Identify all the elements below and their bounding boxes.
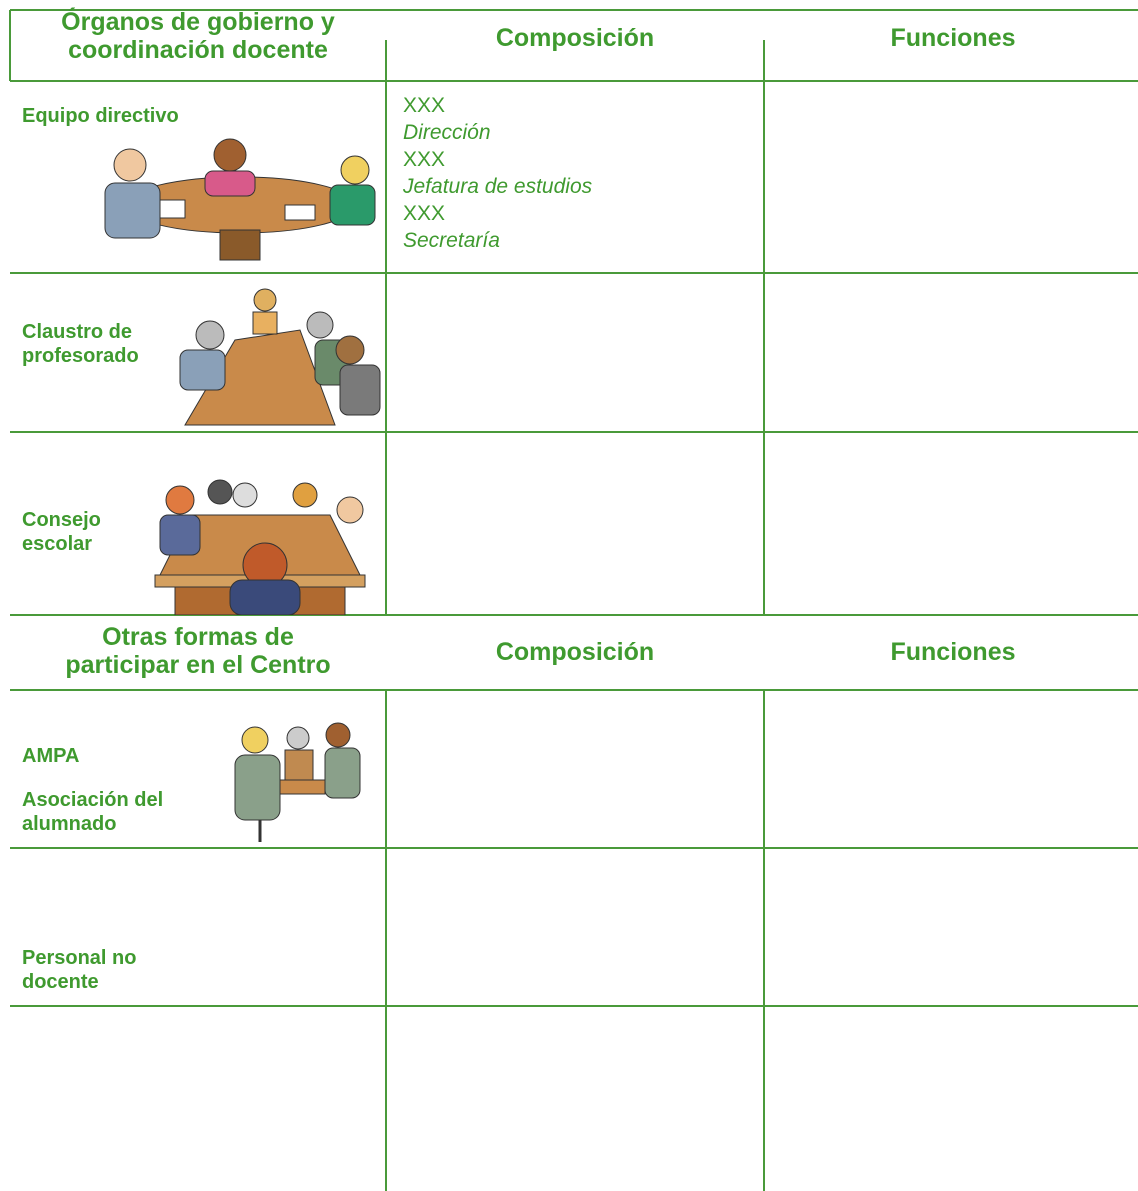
header-line: Órganos de gobierno y bbox=[61, 8, 335, 36]
label-line: Claustro de bbox=[22, 321, 133, 343]
label-line: Consejo bbox=[22, 509, 101, 531]
composition: XXX Dirección XXX Jefatura de estudios X… bbox=[403, 92, 592, 254]
header-cell: Composición bbox=[495, 638, 655, 666]
label-line: docente bbox=[22, 971, 99, 993]
comp-line: Dirección bbox=[403, 121, 491, 144]
header-line: Otras formas de bbox=[102, 623, 294, 651]
header-line: coordinación docente bbox=[68, 36, 328, 64]
row-label: AMPA bbox=[22, 744, 79, 768]
row-label: Personal no docente bbox=[22, 946, 136, 994]
illustration bbox=[234, 722, 361, 842]
header-cell: Funciones bbox=[890, 638, 1016, 666]
label-line: Personal no bbox=[22, 947, 137, 969]
header-cell: Otras formas de participar en el Centro bbox=[10, 623, 386, 679]
comp-line: XXX bbox=[403, 148, 446, 171]
label-line: alumnado bbox=[22, 813, 117, 835]
row-label: Asociación del alumnado bbox=[22, 788, 163, 836]
header-cell: Composición bbox=[495, 24, 655, 52]
row-label: Claustro de profesorado bbox=[22, 320, 139, 368]
row-label: Consejo escolar bbox=[22, 508, 101, 556]
comp-line: Secretaría bbox=[403, 229, 500, 252]
label-line: escolar bbox=[22, 533, 93, 555]
label-line: Asociación del bbox=[22, 789, 164, 811]
comp-line: XXX bbox=[403, 94, 446, 117]
header-cell: Funciones bbox=[890, 24, 1016, 52]
row-label: Equipo directivo bbox=[22, 104, 179, 128]
comp-line: XXX bbox=[403, 202, 446, 225]
label-line: AMPA bbox=[22, 745, 80, 767]
illustration bbox=[104, 138, 376, 261]
illustration bbox=[179, 288, 381, 426]
label-line: Equipo directivo bbox=[22, 105, 179, 127]
label-line: profesorado bbox=[22, 345, 139, 367]
header-cell: Órganos de gobierno y coordinación docen… bbox=[10, 8, 386, 64]
illustration bbox=[154, 479, 366, 615]
comp-line: Jefatura de estudios bbox=[403, 175, 593, 198]
header-line: participar en el Centro bbox=[65, 651, 331, 679]
